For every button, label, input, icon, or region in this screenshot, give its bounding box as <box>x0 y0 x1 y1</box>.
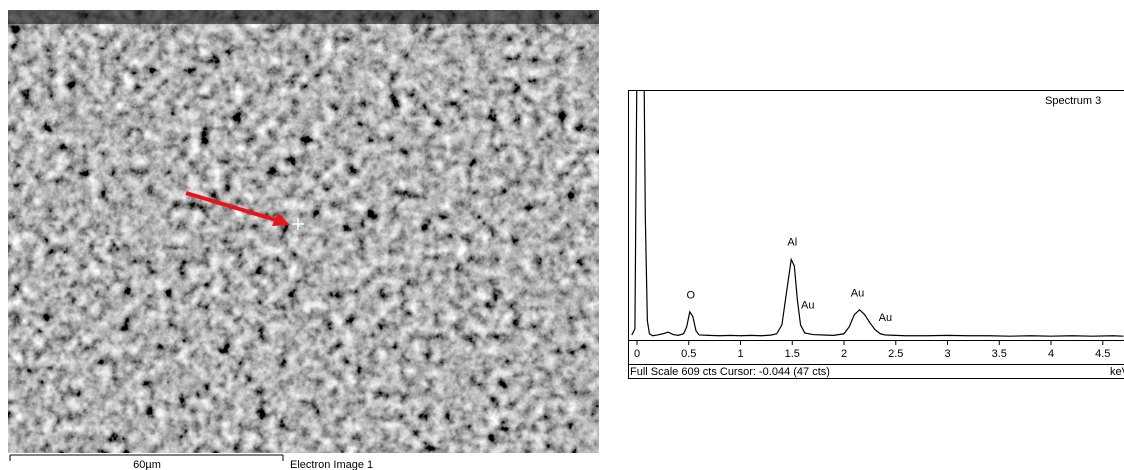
x-tick-label: 4 <box>1048 348 1054 360</box>
peak-label: Au <box>879 312 892 324</box>
x-tick-label: 0 <box>634 348 640 360</box>
image-caption: Electron Image 1 <box>290 459 373 470</box>
spectrum-panel: Spectrum 3 Full Scale 609 cts Cursor: -0… <box>628 0 1124 378</box>
x-tick-label: 1.5 <box>785 348 800 360</box>
x-tick-label: 2 <box>841 348 847 360</box>
x-tick-label: 2.5 <box>888 348 903 360</box>
sem-top-strip <box>8 10 599 24</box>
peak-label: O <box>687 289 696 301</box>
figure: 60µm Electron Image 1 Spectrum 3 Full Sc… <box>0 0 1124 470</box>
x-tick-label: 4.5 <box>1095 348 1110 360</box>
x-axis-unit: keV <box>1110 366 1124 378</box>
scale-bar-label: 60µm <box>133 459 161 470</box>
chart-title: Spectrum 3 <box>1045 95 1101 107</box>
footer-text: Full Scale 609 cts Cursor: -0.044 (47 ct… <box>630 366 830 378</box>
plot-area <box>632 0 1124 336</box>
peak-label: Au <box>851 287 864 299</box>
x-tick-label: 3.5 <box>992 348 1007 360</box>
peak-label: Au <box>801 300 814 312</box>
x-tick-label: 0.5 <box>681 348 696 360</box>
page: 60µm Electron Image 1 Spectrum 3 Full Sc… <box>0 0 1124 470</box>
x-tick-label: 3 <box>944 348 950 360</box>
x-tick-label: 1 <box>737 348 743 360</box>
peak-label: Al <box>787 237 797 249</box>
spectrum-line <box>632 0 1124 336</box>
sem-image <box>8 10 599 453</box>
